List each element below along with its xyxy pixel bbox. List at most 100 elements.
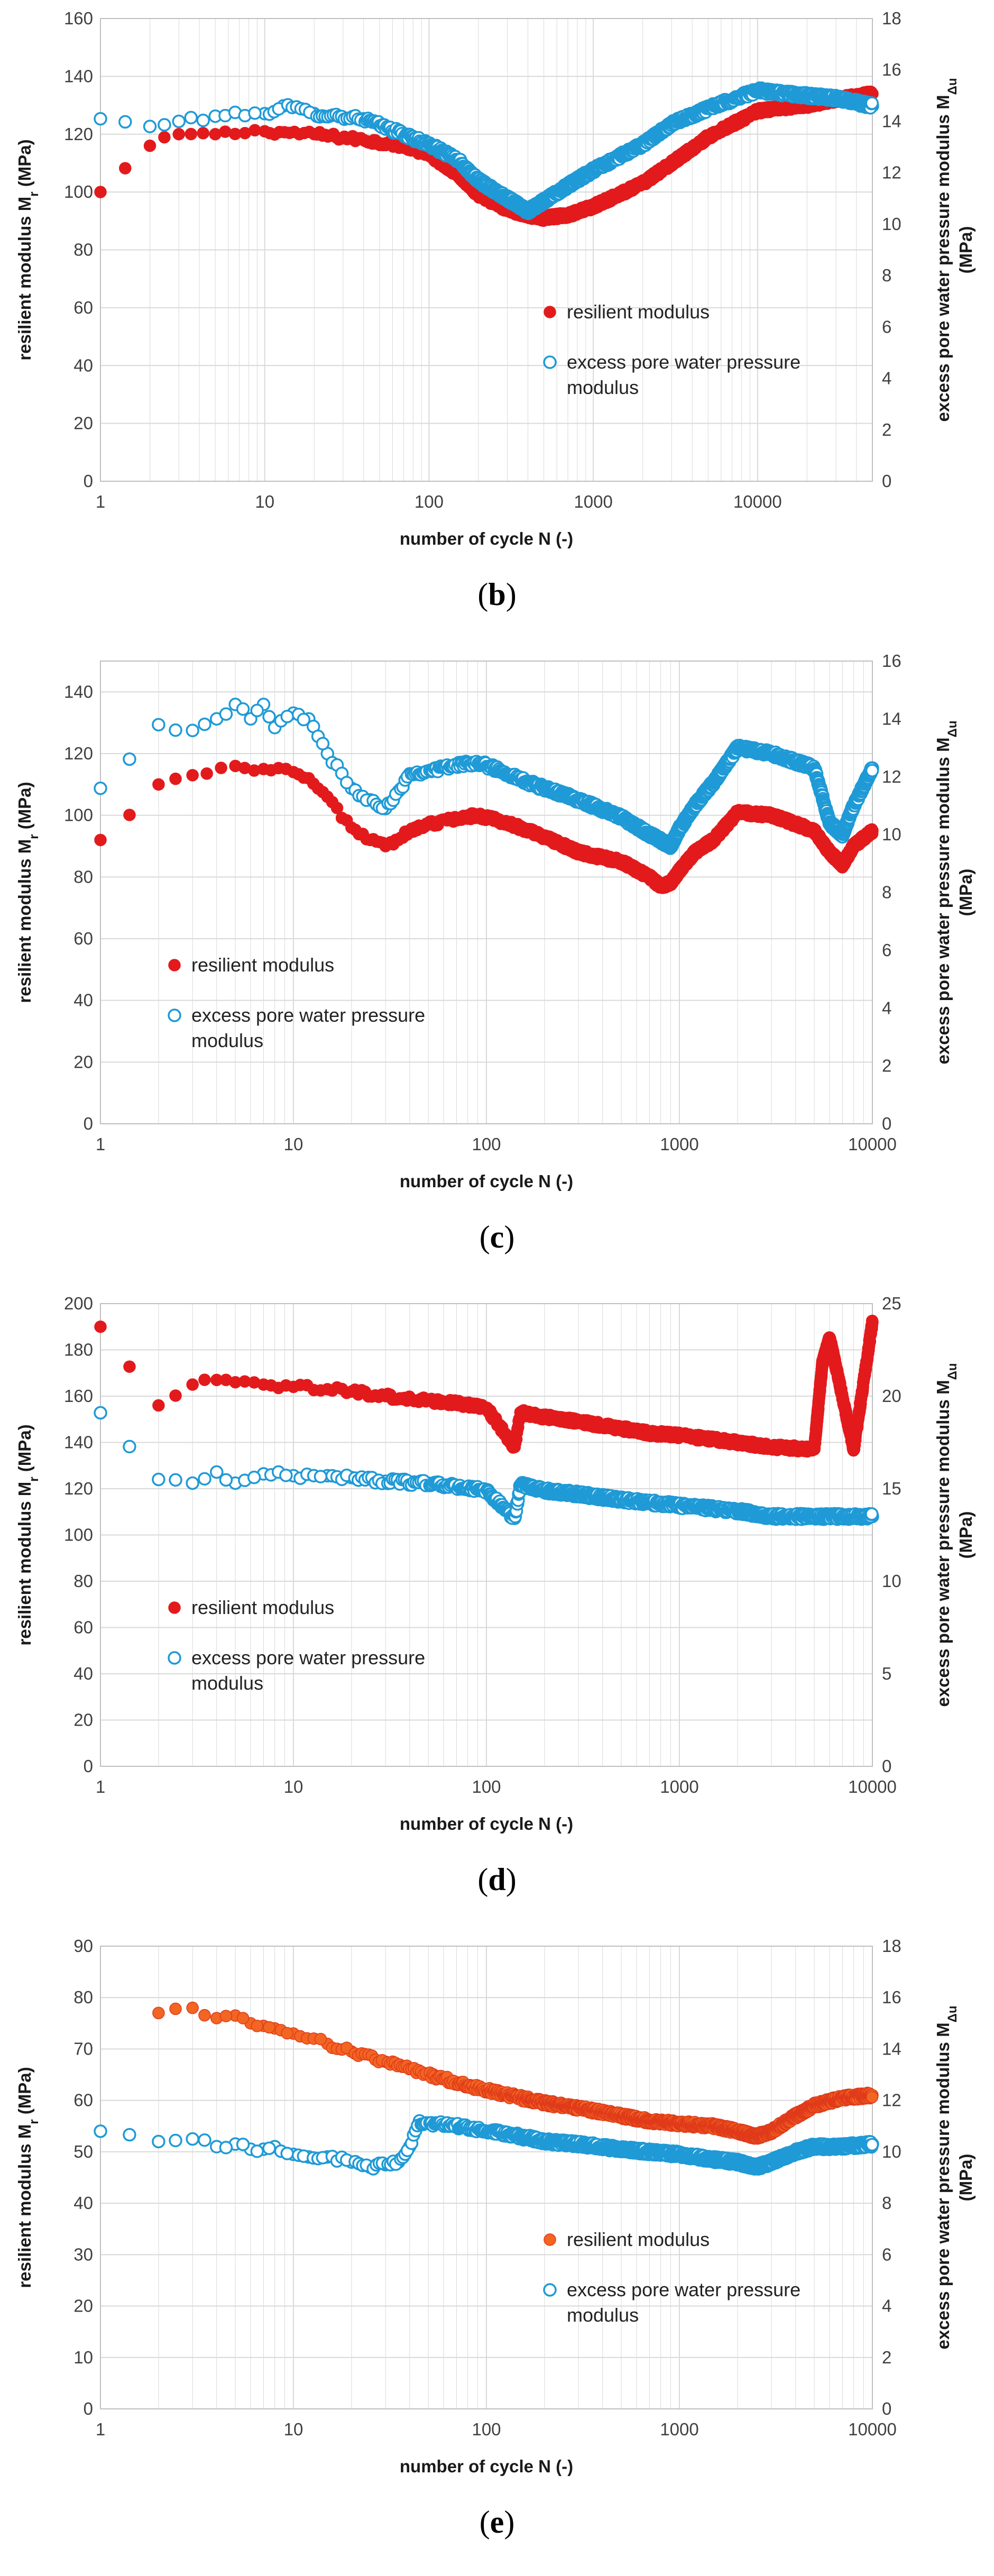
data-point [143,120,157,133]
x-tick-label: 10000 [733,492,782,511]
y-right-tick-label: 12 [882,163,901,182]
series-resilient-modulus [94,759,879,894]
y-right-tick-label: 6 [882,317,891,336]
series-excess-pore-water-pressure-modulus [94,81,879,221]
data-point [248,106,262,120]
data-point [215,762,227,774]
data-point [236,702,250,716]
y-right-tick-label: 4 [882,369,891,388]
y-right-tick-label: 2 [882,420,891,439]
y-right-tick-label: 0 [882,471,891,491]
data-point [94,112,107,126]
y-right-tick-label: 10 [882,824,901,844]
y-left-tick-label: 60 [73,929,93,948]
x-tick-label: 1000 [660,1134,698,1154]
legend-marker-excess-pore-water-pressure-modulus [543,355,557,369]
data-point [169,772,182,785]
data-point [185,127,197,141]
chart-b: 0 20 40 60 80 100 120 140 160 0 2 4 6 8 10 12 14 16 18 1 10 1… [15,8,975,548]
data-point [248,124,261,137]
y-right-tick-label: 14 [882,709,901,728]
y-right-axis-label: excess pore water pressure modulus MΔu [933,721,960,1065]
data-point [316,737,330,750]
data-point [865,96,879,110]
y-left-tick-label: 20 [73,414,93,433]
x-axis-label: number of cycle N (-) [400,529,573,548]
data-point [118,115,132,129]
data-point [172,114,186,129]
y-left-tick-label: 80 [73,240,93,260]
data-point [119,162,132,175]
y-left-tick-label: 60 [73,298,93,317]
y-right-axis-label-unit: (MPa) [956,869,975,916]
legend-marker-resilient-modulus [544,306,556,318]
data-point [198,717,211,731]
data-point [152,718,165,732]
data-point [262,710,276,724]
y-left-tick-label: 120 [64,124,93,144]
caption-b: (b) [477,577,517,612]
data-point [280,710,294,723]
y-right-tick-label: 12 [882,767,901,786]
y-left-tick-label: 40 [73,355,93,375]
y-right-tick-label: 18 [882,8,901,28]
panel-b: 0 20 40 60 80 100 120 140 160 0 2 4 6 8 10 12 14 16 18 1 10 1… [0,0,994,621]
y-left-tick-label: 100 [64,805,93,825]
data-point [158,131,171,144]
y-left-tick-label: 0 [84,471,93,491]
data-point [219,707,233,721]
data-point [200,767,213,780]
series-resilient-modulus [94,85,879,227]
x-tick-label: 10 [255,492,274,511]
x-tick-label: 1 [96,492,105,511]
data-point [297,771,310,784]
data-point [94,781,107,795]
data-point [316,785,329,799]
y-right-tick-label: 16 [882,60,901,79]
y-right-tick-label: 0 [882,1114,891,1133]
y-right-tick-label: 2 [882,1056,891,1076]
plot-area [100,18,873,482]
data-point [340,814,353,827]
y-left-tick-label: 120 [64,744,93,763]
data-point [94,186,107,198]
y-left-axis-label: resilient modulus Mr (MPa) [15,139,41,360]
y-right-tick-label: 16 [882,651,901,671]
data-point [186,723,199,737]
y-left-tick-label: 40 [73,991,93,1010]
x-tick-label: 10000 [848,1134,897,1154]
y-right-tick-label: 8 [882,265,891,285]
y-left-tick-label: 140 [64,66,93,86]
data-point [196,113,210,127]
y-right-tick-label: 8 [882,883,891,902]
y-right-axis-label: excess pore water pressure modulus MΔu [933,78,960,422]
data-point [197,127,209,140]
data-point [123,809,136,821]
data-point [866,827,879,840]
data-point [123,752,136,766]
x-axis-label: number of cycle N (-) [400,1171,573,1191]
data-point [172,128,185,141]
legend-label-resilient-modulus: resilient modulus [567,301,710,323]
y-right-axis-label-unit: (MPa) [956,226,975,274]
y-right-tick-label: 10 [882,214,901,234]
data-point [158,118,171,132]
x-tick-label: 1 [96,1134,105,1154]
x-tick-label: 1000 [574,492,612,511]
y-left-tick-label: 80 [73,867,93,886]
data-point [143,139,157,152]
panel-c: 0 20 40 60 80 100 120 140 0 2 4 6 8 10 12 14 16 1 10 100 100… [0,643,994,1264]
data-point [250,703,264,718]
data-point [169,723,182,737]
y-right-tick-label: 14 [882,111,901,131]
y-left-tick-label: 0 [84,1114,93,1133]
data-point [152,778,165,791]
y-left-tick-label: 160 [64,8,93,28]
y-left-tick-label: 100 [64,182,93,201]
x-tick-label: 10 [284,1134,303,1154]
y-left-tick-label: 20 [73,1052,93,1071]
y-left-axis-label: resilient modulus Mr (MPa) [15,782,41,1003]
y-right-tick-label: 6 [882,940,891,960]
